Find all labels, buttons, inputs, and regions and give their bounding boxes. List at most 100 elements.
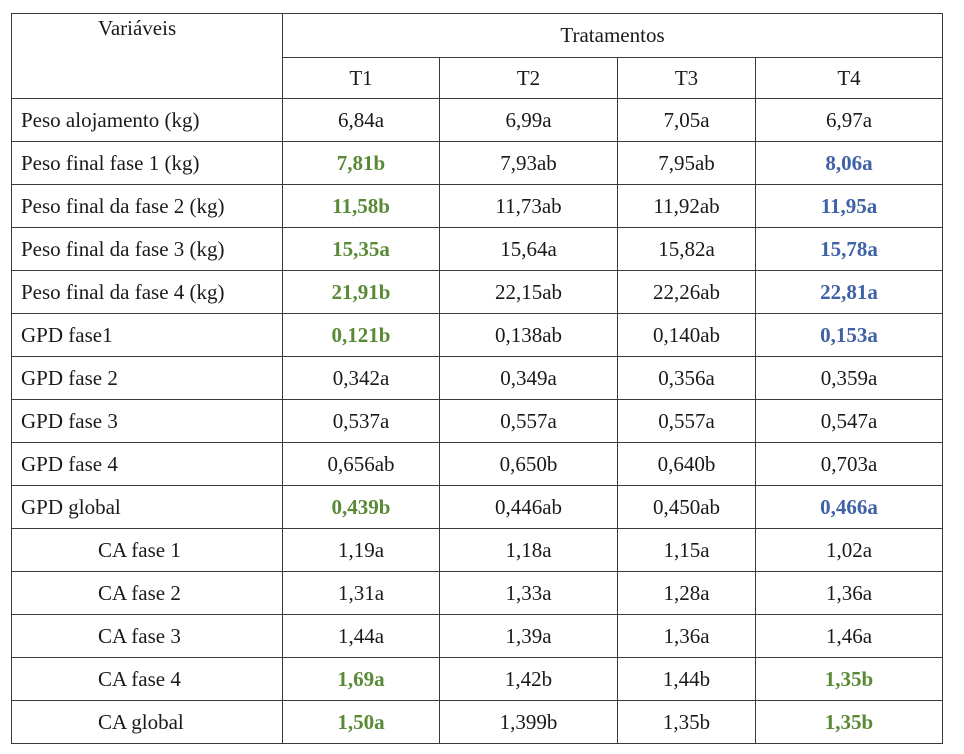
cell-value: 1,02a <box>825 537 873 562</box>
cell-value: 6,84a <box>337 107 385 132</box>
cell-value: 0,557a <box>658 408 715 433</box>
cell-value: 1,36a <box>663 623 710 648</box>
table-cell: 15,78a <box>754 227 944 271</box>
cell-value: 1,42b <box>504 666 553 691</box>
table-row: CA fase 3 1,44a 1,39a 1,36a 1,46a <box>11 614 944 658</box>
table-cell: 22,15ab <box>439 270 618 314</box>
table-cell: 22,81a <box>754 270 944 314</box>
table-row: Peso final da fase 2 (kg) 11,58b 11,73ab 11… <box>11 184 944 228</box>
cell-value: 0,650b <box>499 451 558 476</box>
table-row: CA global 1,50a 1,399b 1,35b 1,35b <box>11 700 944 744</box>
table-cell: 1,35b <box>754 657 944 701</box>
cell-value: 6,97a <box>825 107 873 132</box>
table-cell: 21,91b <box>282 270 440 314</box>
header-row-1: Variáveis Tratamentos <box>11 13 944 99</box>
row-label: CA fase 4 <box>11 657 283 701</box>
table-cell: 1,31a <box>282 571 440 615</box>
cell-value: 15,64a <box>500 236 557 261</box>
cell-value: 0,153a <box>820 322 878 347</box>
table-cell: 0,450ab <box>617 485 756 529</box>
cell-value: 11,73ab <box>495 193 562 218</box>
row-label: Peso alojamento (kg) <box>11 98 283 142</box>
table-cell: 15,82a <box>617 227 756 271</box>
cell-value: 1,35b <box>662 709 711 734</box>
cell-value: 0,547a <box>820 408 878 433</box>
cell-value: 15,78a <box>820 236 878 261</box>
row-label: CA global <box>11 700 283 744</box>
cell-value: 0,557a <box>500 408 557 433</box>
table-cell: 7,81b <box>282 141 440 185</box>
table-cell: 0,153a <box>754 313 944 357</box>
table-cell: 0,547a <box>754 399 944 443</box>
table-cell: 1,15a <box>617 528 756 572</box>
cell-value: 22,81a <box>820 279 878 304</box>
cell-value: 1,399b <box>499 709 558 734</box>
table-cell: 1,50a <box>282 700 440 744</box>
cell-value: 11,92ab <box>653 193 720 218</box>
row-label: GPD global <box>11 485 283 529</box>
table-row: CA fase 4 1,69a 1,42b 1,44b 1,35b <box>11 657 944 701</box>
variables-header: Variáveis <box>11 13 283 99</box>
cell-value: 0,138ab <box>494 322 563 347</box>
table-cell: 15,35a <box>282 227 440 271</box>
cell-value: 0,640b <box>657 451 716 476</box>
cell-value: 0,446ab <box>494 494 563 519</box>
table-cell: 0,656ab <box>282 442 440 486</box>
table-cell: 0,439b <box>282 485 440 529</box>
table-cell: 0,349a <box>439 356 618 400</box>
cell-value: 0,349a <box>500 365 557 390</box>
cell-value: 1,15a <box>663 537 710 562</box>
treatment-col-header: T4 <box>754 57 944 99</box>
table-cell: 8,06a <box>754 141 944 185</box>
cell-value: 0,356a <box>658 365 715 390</box>
results-table-container: Variáveis Tratamentos T1 T2 T3 T4 Peso a… <box>11 13 944 744</box>
table-cell: 1,35b <box>617 700 756 744</box>
table-header: Variáveis Tratamentos T1 T2 T3 T4 <box>11 13 944 99</box>
treatment-col-header: T1 <box>282 57 440 99</box>
table-cell: 1,69a <box>282 657 440 701</box>
row-label: GPD fase 2 <box>11 356 283 400</box>
cell-value: 1,44a <box>337 623 385 648</box>
table-row: Peso alojamento (kg) 6,84a 6,99a 7,05a 6,97a <box>11 98 944 142</box>
cell-value: 11,95a <box>820 193 878 218</box>
cell-value: 1,50a <box>337 709 385 734</box>
table-row: Peso final da fase 4 (kg) 21,91b 22,15ab 22… <box>11 270 944 314</box>
table-cell: 11,58b <box>282 184 440 228</box>
table-cell: 0,342a <box>282 356 440 400</box>
cell-value: 1,33a <box>505 580 552 605</box>
table-cell: 15,64a <box>439 227 618 271</box>
treatment-col-header: T2 <box>439 57 618 99</box>
cell-value: 7,81b <box>336 150 386 175</box>
table-row: CA fase 1 1,19a 1,18a 1,15a 1,02a <box>11 528 944 572</box>
table-row: GPD fase 4 0,656ab 0,650b 0,640b 0,703a <box>11 442 944 486</box>
cell-value: 7,05a <box>663 107 710 132</box>
table-cell: 7,95ab <box>617 141 756 185</box>
table-cell: 1,18a <box>439 528 618 572</box>
cell-value: 0,537a <box>332 408 390 433</box>
table-cell: 6,97a <box>754 98 944 142</box>
row-label: GPD fase1 <box>11 313 283 357</box>
cell-value: 1,31a <box>337 580 385 605</box>
row-label: GPD fase 3 <box>11 399 283 443</box>
cell-value: 1,39a <box>505 623 552 648</box>
cell-value: 1,35b <box>824 666 874 691</box>
table-cell: 0,537a <box>282 399 440 443</box>
table-cell: 1,42b <box>439 657 618 701</box>
cell-value: 15,35a <box>332 236 390 261</box>
cell-value: 0,140ab <box>652 322 721 347</box>
cell-value: 22,26ab <box>652 279 721 304</box>
cell-value: 0,466a <box>820 494 878 519</box>
row-label: CA fase 2 <box>11 571 283 615</box>
row-label: Peso final fase 1 (kg) <box>11 141 283 185</box>
table-cell: 1,28a <box>617 571 756 615</box>
cell-value: 0,342a <box>332 365 390 390</box>
table-cell: 0,121b <box>282 313 440 357</box>
cell-value: 7,93ab <box>500 150 557 175</box>
cell-value: 1,44b <box>662 666 711 691</box>
table-cell: 1,36a <box>617 614 756 658</box>
header-row-2: T1 T2 T3 T4 <box>12 57 944 99</box>
cell-value: 1,36a <box>825 580 873 605</box>
table-cell: 0,640b <box>617 442 756 486</box>
table-cell: 1,39a <box>439 614 618 658</box>
cell-value: 1,28a <box>663 580 710 605</box>
